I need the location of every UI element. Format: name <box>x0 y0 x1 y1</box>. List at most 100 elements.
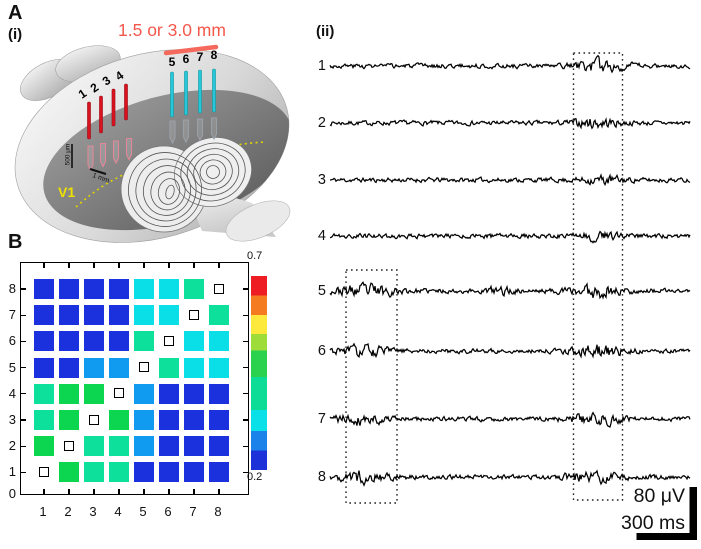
trace-waveform-3 <box>329 173 691 187</box>
trace-waveform-1 <box>329 54 691 74</box>
matrix-cell <box>209 357 229 378</box>
voltage-scalebar <box>689 487 697 540</box>
x-axis-tick <box>218 263 220 268</box>
y-axis-tick <box>243 314 248 316</box>
matrix-cell <box>59 383 79 404</box>
matrix-cell <box>159 436 179 457</box>
x-axis-tick <box>193 489 195 494</box>
matrix-cell <box>84 436 104 457</box>
v1-border-dashed-right <box>212 141 267 151</box>
red-electrode-3 <box>111 88 116 127</box>
trace-label-3: 3 <box>317 172 326 188</box>
time-scale-label: 300 ms <box>621 512 685 534</box>
x-tick-label: 6 <box>164 504 172 519</box>
y-axis-tick <box>243 288 248 290</box>
colorbar-max-label: 0.7 <box>247 250 263 262</box>
y-axis-tick <box>243 419 248 421</box>
x-tick-label: 3 <box>89 504 97 519</box>
cerebellum-contour <box>142 165 192 216</box>
y-tick-label: 7 <box>8 307 16 323</box>
matrix-cell <box>34 279 54 299</box>
matrix-diagonal-marker <box>163 335 174 346</box>
matrix-cell <box>34 331 54 352</box>
lfp-trace-waveforms <box>329 54 691 487</box>
cerebellum-contour <box>206 165 220 179</box>
matrix-cell <box>59 279 79 299</box>
matrix-cell <box>109 305 129 326</box>
ghost-electrode-outline <box>169 120 176 145</box>
trace-waveform-7 <box>329 411 691 428</box>
matrix-diagonal-marker <box>88 414 99 425</box>
matrix-cell <box>159 305 179 326</box>
x-axis-tick <box>43 489 45 494</box>
cerebellum-contour <box>150 171 186 211</box>
x-axis-tick <box>68 263 70 268</box>
red-electrode-4 <box>124 83 128 121</box>
trace-waveform-4 <box>329 230 691 244</box>
x-axis-tick <box>193 263 195 268</box>
matrix-diagonal-marker <box>38 466 49 477</box>
cyan-electrode-7-label: 7 <box>197 50 204 64</box>
cerebellum-contour <box>180 142 246 202</box>
y-axis-tick <box>243 471 248 474</box>
x-tick-label: 2 <box>64 504 72 519</box>
panel-ii-label: (ii) <box>316 23 335 40</box>
trace-label-6: 6 <box>317 343 326 359</box>
v1-area-label: V1 <box>58 184 76 200</box>
highlight-box-right <box>572 52 624 501</box>
cyan-electrode-6 <box>184 70 188 116</box>
matrix-cell <box>109 357 129 378</box>
x-axis-tick <box>168 263 170 268</box>
matrix-cell <box>59 462 79 483</box>
x-tick-label: 4 <box>114 504 122 519</box>
x-tick-label: 5 <box>139 504 147 519</box>
x-tick-label: 8 <box>214 504 222 519</box>
cerebellum-contour <box>186 148 240 196</box>
y-axis-tick <box>243 340 248 343</box>
matrix-cell <box>109 462 129 483</box>
matrix-cell <box>159 383 179 404</box>
trace-label-7: 7 <box>317 411 326 427</box>
matrix-cell <box>134 383 154 404</box>
panel-a-label: A <box>8 2 23 24</box>
x-axis-tick <box>218 489 220 494</box>
matrix-cell <box>209 383 229 404</box>
x-axis-tick <box>68 489 70 494</box>
y-axis-tick <box>21 366 26 369</box>
cerebellum-contour <box>193 153 233 191</box>
matrix-cell <box>84 305 104 326</box>
correlation-matrix-plot <box>20 262 249 495</box>
x-axis-tick <box>43 263 45 268</box>
matrix-cell <box>34 436 54 457</box>
trace-label-5: 5 <box>317 283 326 299</box>
matrix-cell <box>209 462 229 483</box>
y-axis-tick <box>21 445 26 447</box>
matrix-diagonal-marker <box>63 440 74 451</box>
cyan-electrode-5-label: 5 <box>169 55 176 69</box>
trace-label-4: 4 <box>317 228 326 244</box>
cyan-electrode-8-label: 8 <box>211 48 218 62</box>
matrix-cell <box>134 331 154 352</box>
ghost-electrode-outline <box>210 117 218 141</box>
y-tick-label: 6 <box>8 333 16 349</box>
matrix-cell <box>184 410 204 430</box>
cerebellum-contour <box>157 178 181 205</box>
matrix-cell <box>209 331 229 352</box>
v1-border-dashed-left <box>75 171 131 208</box>
matrix-cell <box>59 357 79 378</box>
x-axis-tick <box>143 489 145 494</box>
ghost-electrode-outline <box>125 137 133 161</box>
panel-ii: (ii) 1 2 3 4 5 6 7 8 80 μV 300 ms <box>300 0 701 549</box>
ghost-electrode-outline <box>182 119 190 144</box>
x-axis-tick <box>118 489 120 494</box>
depth-scale-label: 500 μm <box>64 143 72 166</box>
x-axis-tick <box>93 489 95 494</box>
y-tick-label: 1 <box>8 464 16 480</box>
matrix-cell <box>59 305 79 326</box>
matrix-cell <box>209 305 229 326</box>
x-axis-tick <box>118 263 120 268</box>
trace-label-2: 2 <box>317 115 326 131</box>
red-electrode-2 <box>99 95 103 134</box>
y-tick-label: 0 <box>8 486 16 501</box>
cyan-electrode-8 <box>212 68 216 113</box>
